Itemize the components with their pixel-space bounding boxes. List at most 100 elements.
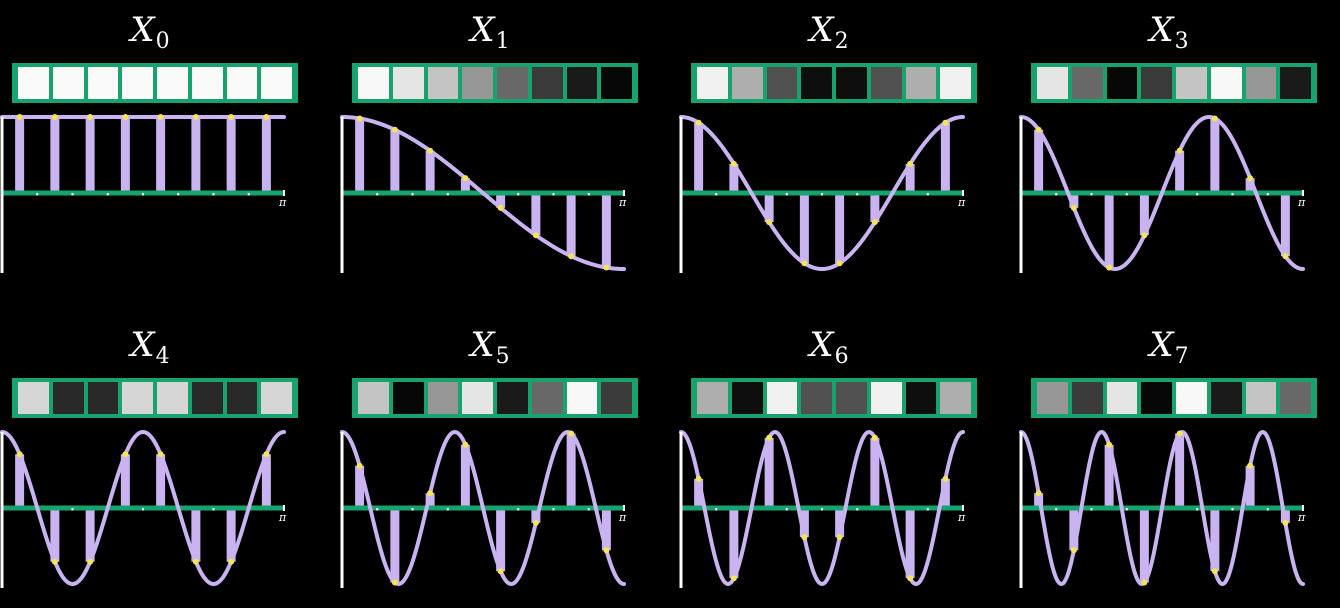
pi-label: π	[278, 511, 287, 524]
sample-point	[51, 114, 58, 120]
gray-cell	[52, 67, 84, 99]
sample-point	[228, 114, 235, 120]
sample-stem	[85, 117, 95, 193]
sample-stem	[50, 508, 60, 562]
basis-title-symbol: X	[470, 10, 495, 50]
gray-cell	[1176, 382, 1207, 414]
sample-stem	[460, 444, 470, 508]
sample-point	[1035, 490, 1042, 497]
basis-plot: π	[679, 115, 966, 273]
sample-stem	[226, 508, 236, 562]
sample-point	[871, 434, 878, 441]
sample-stem	[566, 193, 576, 257]
sample-point	[16, 114, 23, 120]
gray-cell	[18, 67, 49, 99]
sample-point	[942, 475, 949, 482]
basis-plot: π	[679, 429, 966, 588]
sample-stem	[1069, 193, 1079, 208]
sample-point	[1211, 568, 1218, 575]
sample-stem	[1245, 465, 1255, 508]
sample-stem	[1175, 150, 1185, 193]
sample-stem	[1175, 433, 1185, 508]
sample-point	[907, 160, 914, 167]
sample-point	[263, 451, 270, 458]
basis-panel-6: X6 π	[679, 320, 979, 590]
gray-cell	[427, 67, 459, 99]
sample-point	[1247, 462, 1254, 469]
sample-stem	[905, 508, 915, 579]
sample-point	[603, 264, 610, 271]
basis-title-symbol: X	[809, 325, 834, 365]
sample-point	[1141, 232, 1148, 239]
gray-cell	[122, 67, 153, 99]
basis-title-symbol: X	[470, 325, 495, 365]
sample-point	[568, 253, 575, 260]
gray-cell	[392, 67, 424, 99]
gray-cell	[1071, 67, 1103, 99]
cosine-curve	[679, 115, 965, 272]
sample-point	[1141, 579, 1148, 586]
sample-stem	[799, 193, 809, 264]
basis-plot: π	[1019, 429, 1306, 588]
basis-title-index: 7	[1174, 344, 1189, 369]
basis-gray-strip	[12, 378, 298, 418]
basis-gray-strip	[1031, 63, 1317, 103]
sample-point	[1247, 175, 1254, 182]
gray-cell	[836, 67, 867, 99]
gray-cell	[940, 382, 971, 414]
gray-cell	[497, 67, 528, 99]
gray-cell	[905, 67, 937, 99]
gray-cell	[766, 67, 798, 99]
basis-title: X5	[340, 320, 640, 370]
sample-point	[1106, 264, 1113, 271]
gray-cell	[392, 382, 424, 414]
basis-title-index: 5	[495, 344, 510, 369]
gray-cell	[601, 67, 632, 99]
sample-point	[427, 147, 434, 154]
gray-cell	[1141, 382, 1172, 414]
sample-point	[51, 558, 58, 565]
gray-cell	[1176, 67, 1207, 99]
sample-point	[603, 547, 610, 554]
sample-point	[871, 219, 878, 226]
basis-plot: π	[340, 429, 627, 588]
gray-cell	[1280, 67, 1311, 99]
gray-cell	[1071, 382, 1103, 414]
sample-point	[942, 119, 949, 126]
sample-stem	[694, 478, 704, 508]
gray-cell	[531, 382, 563, 414]
gray-cell	[531, 67, 563, 99]
basis-title-symbol: X	[809, 10, 834, 50]
sample-point	[122, 114, 129, 120]
sample-stem	[531, 193, 541, 236]
gray-cell	[1210, 382, 1242, 414]
sample-stem	[764, 193, 774, 223]
basis-plot: π	[0, 114, 287, 273]
sample-stem	[120, 454, 130, 508]
basis-title-index: 1	[495, 29, 510, 54]
cosine-curve	[679, 429, 965, 587]
sample-stem	[835, 193, 845, 264]
basis-title: X0	[0, 5, 300, 55]
basis-gray-strip	[1031, 378, 1317, 418]
basis-title: X4	[0, 320, 300, 370]
sample-point	[766, 219, 773, 226]
basis-gray-strip	[691, 378, 977, 418]
basis-title-symbol: X	[1149, 10, 1174, 50]
sample-point	[1070, 204, 1077, 211]
sample-point	[801, 534, 808, 541]
basis-title-index: 0	[155, 29, 170, 54]
gray-cell	[1141, 67, 1172, 99]
basis-title-index: 4	[155, 344, 170, 369]
gray-cell	[462, 382, 493, 414]
sample-stem	[191, 117, 201, 193]
cosine-curve	[0, 429, 286, 587]
sample-stem	[261, 117, 271, 193]
basis-title: X1	[340, 5, 640, 55]
sample-stem	[1210, 118, 1220, 193]
sample-point	[192, 558, 199, 565]
gray-cell	[497, 382, 528, 414]
sample-stem	[1034, 129, 1044, 193]
sample-stem	[50, 117, 60, 193]
gray-cell	[226, 382, 258, 414]
